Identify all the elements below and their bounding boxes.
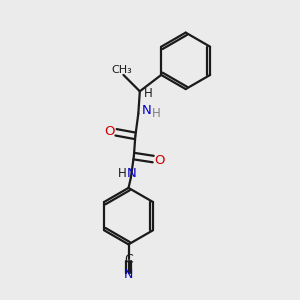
Text: CH₃: CH₃ [112, 64, 132, 75]
Text: H: H [118, 167, 127, 180]
Text: N: N [124, 268, 133, 281]
Text: N: N [127, 167, 136, 180]
Text: O: O [104, 124, 115, 138]
Text: O: O [154, 154, 165, 167]
Text: C: C [124, 253, 133, 266]
Text: N: N [142, 103, 152, 116]
Text: H: H [144, 87, 152, 100]
Text: H: H [152, 107, 161, 120]
